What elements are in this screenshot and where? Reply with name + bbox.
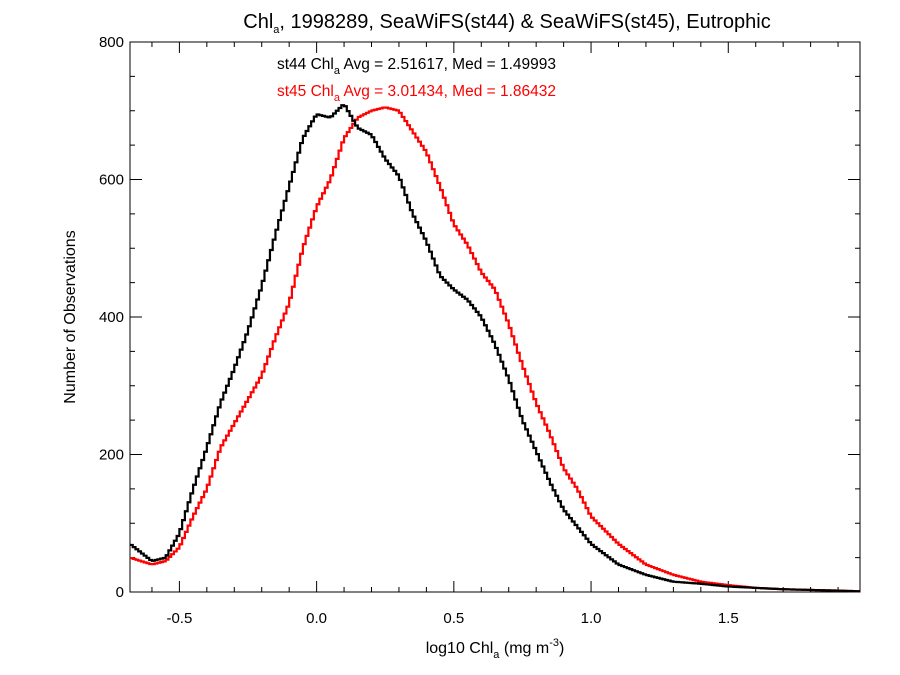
x-tick-label: 1.0	[581, 610, 602, 627]
series-layer	[130, 104, 860, 593]
y-tick-label: 400	[99, 309, 124, 326]
subscript: a	[334, 92, 341, 104]
axis-ticks: -0.5 0.0 0.5 1.0 1.5 0 200 400 600 800	[99, 34, 860, 627]
chart-title: Chla, 1998289, SeaWiFS(st44) & SeaWiFS(s…	[243, 11, 770, 36]
text-part: Avg = 3.01434, Med = 1.86432	[340, 83, 556, 100]
text-part: , 1998289, SeaWiFS(st44) & SeaWiFS(st45)…	[279, 11, 770, 33]
x-tick-label: 0.5	[443, 610, 464, 627]
y-tick-label: 800	[99, 34, 124, 51]
stats-annotation: st44 Chla Avg = 2.51617, Med = 1.49993	[277, 56, 556, 77]
subscript: a	[273, 24, 280, 36]
text-part: st44 Chl	[277, 56, 334, 73]
text-part: )	[559, 640, 564, 657]
text-part: (mg m	[499, 640, 549, 657]
text-part: log10 Chl	[426, 640, 494, 657]
superscript: -3	[549, 637, 559, 649]
histogram-series-line	[130, 104, 860, 593]
x-tick-label: 1.5	[718, 610, 739, 627]
plot-area-frame	[129, 41, 861, 593]
annotations: st44 Chla Avg = 2.51617, Med = 1.49993st…	[277, 56, 556, 104]
y-tick-label: 0	[116, 584, 124, 601]
text-part: Chl	[243, 11, 273, 33]
text-part: Avg = 2.51617, Med = 1.49993	[340, 56, 556, 73]
x-tick-label: 0.0	[306, 610, 327, 627]
y-tick-label: 600	[99, 172, 124, 189]
x-axis-label: log10 Chla (mg m-3)	[426, 637, 565, 661]
y-tick-label: 200	[99, 447, 124, 464]
text-part: st45 Chl	[277, 83, 334, 100]
subscript: a	[493, 649, 500, 661]
x-tick-label: -0.5	[166, 610, 192, 627]
stats-annotation: st45 Chla Avg = 3.01434, Med = 1.86432	[277, 83, 556, 104]
subscript: a	[334, 65, 341, 77]
y-axis-label: Number of Observations	[62, 230, 79, 403]
